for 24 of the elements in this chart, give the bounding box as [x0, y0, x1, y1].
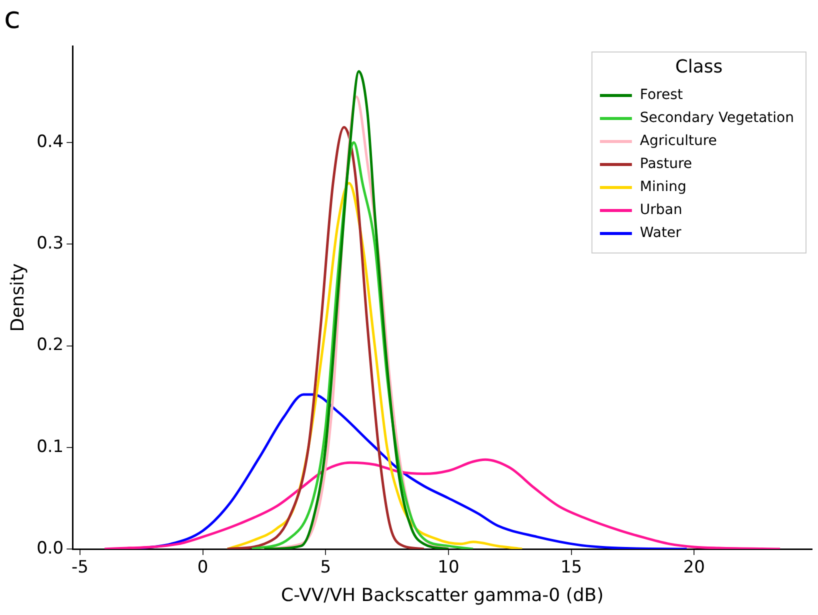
- y-tick-label: 0.2: [36, 335, 64, 356]
- y-tick-label: 0.1: [36, 436, 64, 457]
- line-series: [226, 126, 426, 549]
- x-tick-label: 20: [683, 558, 705, 578]
- y-axis-title: Density: [7, 262, 28, 332]
- legend-label: Secondary Vegetation: [640, 110, 794, 126]
- legend-label: Mining: [640, 179, 686, 196]
- y-tick-label: 0.3: [36, 234, 64, 254]
- chart-title: c: [4, 0, 20, 36]
- legend-label: Water: [640, 225, 682, 242]
- x-tick-label: 15: [560, 558, 582, 578]
- x-tick-label: -5: [72, 558, 88, 578]
- x-tick-label: 0: [197, 558, 208, 578]
- x-tick-label: 10: [438, 558, 460, 578]
- legend-label: Forest: [640, 87, 684, 104]
- legend-title: Class: [675, 56, 723, 78]
- x-axis-title: C-VV/VH Backscatter gamma-0 (dB): [280, 584, 604, 606]
- y-tick-label: 0.0: [36, 538, 64, 558]
- legend-label: Pasture: [640, 156, 692, 172]
- x-tick-label: 5: [320, 558, 332, 578]
- line-series: [103, 458, 782, 549]
- legend-label: Agriculture: [640, 133, 717, 150]
- legend-label: Urban: [640, 202, 682, 218]
- y-tick-label: 0.4: [36, 132, 64, 152]
